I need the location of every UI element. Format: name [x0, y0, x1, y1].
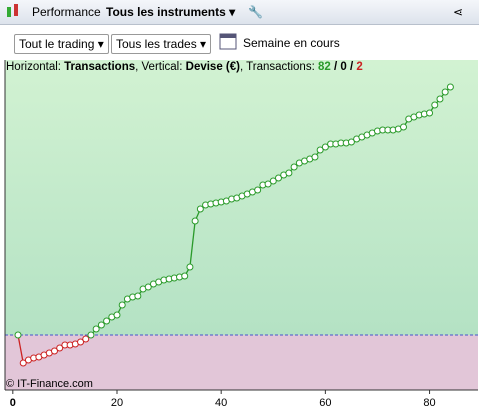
instrument: Tous les instruments — [106, 5, 226, 19]
segment — [17, 334, 24, 364]
chart-icon — [7, 4, 18, 17]
toolbar: Performance Tous les instruments ▾ 🔧 ⋖ — [0, 0, 479, 25]
instrument-dropdown[interactable]: Tous les instruments ▾ — [106, 5, 236, 19]
chart: 0 20 40 60 80 — [4, 60, 478, 407]
sep: / — [333, 61, 338, 73]
point — [290, 163, 298, 171]
point — [186, 263, 194, 271]
point — [321, 143, 329, 151]
period[interactable]: Semaine en cours — [243, 36, 340, 50]
calendar-icon[interactable] — [219, 32, 237, 50]
point — [431, 101, 439, 109]
x-tick-label: 0 — [10, 397, 16, 407]
loss-area — [5, 335, 478, 390]
point — [264, 180, 272, 188]
point — [50, 347, 58, 355]
share-icon[interactable]: ⋖ — [453, 5, 464, 19]
x-tick-label: 20 — [111, 397, 123, 407]
point — [103, 317, 111, 325]
settings-icon[interactable]: 🔧 — [248, 5, 263, 19]
point — [118, 301, 126, 309]
even: 0 — [340, 61, 347, 73]
watermark: © IT-Finance.com — [6, 378, 93, 390]
t-label: , Transactions: — [239, 61, 315, 73]
h-label: Horizontal: — [6, 61, 61, 73]
point — [316, 146, 324, 154]
point — [196, 205, 204, 213]
trades: Tous les trades — [116, 37, 197, 51]
x-tick-label: 40 — [215, 397, 227, 407]
segment — [189, 220, 196, 268]
x-tick-label: 80 — [423, 397, 435, 407]
losses: 2 — [356, 61, 363, 73]
point — [400, 123, 408, 131]
point — [191, 217, 199, 225]
trades-dropdown[interactable]: Tous les trades ▾ — [111, 34, 212, 54]
tab[interactable]: Performance — [32, 5, 101, 19]
point — [56, 344, 64, 352]
point — [269, 177, 277, 185]
v-value: Devise (€) — [185, 61, 240, 73]
point — [19, 359, 27, 367]
point — [311, 153, 319, 161]
point — [441, 88, 449, 96]
v-label: , Vertical: — [135, 61, 183, 73]
point — [181, 272, 189, 280]
h-value: Transactions — [64, 61, 136, 73]
point — [82, 335, 90, 343]
point — [436, 95, 444, 103]
point — [426, 109, 434, 117]
trading-dropdown[interactable]: Tout le trading ▾ — [14, 34, 109, 54]
wins: 82 — [317, 61, 331, 73]
filters: Tout le trading ▾ Tous les trades ▾ Sema… — [0, 24, 479, 60]
point — [113, 311, 121, 319]
sep: / — [350, 61, 354, 73]
point — [347, 138, 355, 146]
trading: Tout le trading — [19, 37, 95, 51]
point — [446, 83, 454, 91]
point — [254, 186, 262, 194]
point — [274, 174, 282, 182]
point — [87, 331, 95, 339]
point — [144, 283, 152, 291]
x-tick-label: 60 — [319, 397, 331, 407]
point — [97, 321, 105, 329]
point — [14, 331, 22, 339]
info-line: Horizontal: Transactions, Vertical: Devi… — [6, 61, 363, 73]
point — [77, 338, 85, 346]
point — [92, 325, 100, 333]
point — [134, 292, 142, 300]
point — [285, 169, 293, 177]
